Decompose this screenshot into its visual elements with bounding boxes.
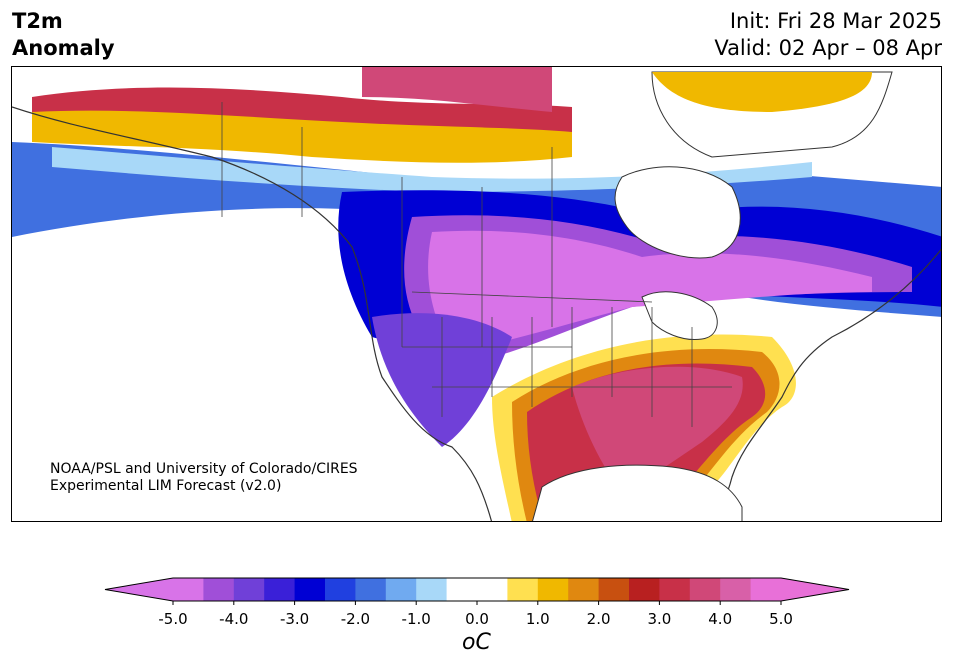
coastline-west (12, 106, 493, 521)
colorbar-max-arrow (781, 578, 849, 601)
colorbar-tick-label: 1.0 (526, 610, 550, 628)
map-title: T2m Anomaly (12, 8, 115, 62)
colorbar-swatch (416, 578, 448, 601)
colorbar-tick-label: -5.0 (158, 610, 187, 628)
anomaly-map: NOAA/PSL and University of Colorado/CIRE… (11, 66, 942, 522)
colorbar-swatch (598, 578, 630, 601)
init-date: Init: Fri 28 Mar 2025 (729, 9, 942, 33)
colorbar-swatch (720, 578, 752, 601)
colorbar-tick-label: -3.0 (280, 610, 309, 628)
colorbar-swatch (629, 578, 660, 601)
unit-symbol: oC (462, 630, 491, 655)
colorbar-swatch (173, 578, 204, 601)
valid-range: Valid: 02 Apr – 08 Apr (714, 36, 942, 60)
colorbar-swatch (385, 578, 417, 601)
colorbar-swatch (477, 578, 508, 601)
colorbar-tick-label: 0.0 (465, 610, 489, 628)
colorbar-tick-label: 5.0 (769, 610, 793, 628)
colorbar-swatch (294, 578, 326, 601)
colorbar-min-arrow (105, 578, 173, 601)
credit-line1: NOAA/PSL and University of Colorado/CIRE… (50, 461, 358, 477)
colorbar-swatch (537, 578, 569, 601)
forecast-dates: Init: Fri 28 Mar 2025 Valid: 02 Apr – 08… (714, 8, 942, 62)
anomaly-region-arctic-pink (362, 67, 552, 112)
colorbar-tick-label: 2.0 (587, 610, 611, 628)
title-line1: T2m (12, 9, 63, 33)
title-line2: Anomaly (12, 36, 115, 60)
hudson-bay (614, 166, 741, 259)
colorbar-swatch (203, 578, 235, 601)
anomaly-region-greenland-warm (652, 72, 872, 112)
colorbar-tick-label: -2.0 (341, 610, 370, 628)
colorbar-swatch (446, 578, 478, 601)
colorbar-swatch (750, 578, 782, 601)
colorbar-swatch (355, 578, 387, 601)
colorbar-tick-label: -1.0 (402, 610, 431, 628)
borders (221, 102, 732, 427)
anomaly-region-southeast-pink (572, 366, 743, 492)
map-canvas: NOAA/PSL and University of Colorado/CIRE… (12, 67, 941, 521)
colorbar-swatch (264, 578, 296, 601)
colorbar-swatch (568, 578, 600, 601)
colorbar-swatch (689, 578, 721, 601)
colorbar-tick-label: -4.0 (219, 610, 248, 628)
colorbar-swatch (325, 578, 356, 601)
colorbar-tick-label: 3.0 (647, 610, 671, 628)
credit-line2: Experimental LIM Forecast (v2.0) (50, 478, 281, 494)
anomaly-region-magenta-core (428, 230, 872, 352)
gulf-of-mexico (532, 464, 743, 521)
colorbar-swatch (233, 578, 265, 601)
colorbar-tick-label: 4.0 (708, 610, 732, 628)
colorbar-swatch (507, 578, 539, 601)
great-lakes (641, 291, 718, 341)
coastline-east (712, 248, 941, 521)
colorbar-swatch (659, 578, 691, 601)
colorbar-unit: oC (462, 630, 491, 655)
